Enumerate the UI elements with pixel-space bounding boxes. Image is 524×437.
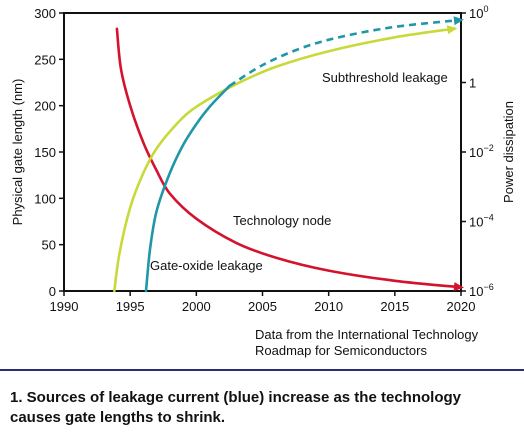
x-tick-label: 2010 xyxy=(314,299,343,314)
y2-tick-label: 1 xyxy=(469,76,476,91)
gate-oxide-leakage-projected-line xyxy=(228,18,462,88)
y-tick-label: 50 xyxy=(42,238,56,253)
y-axis-label: Physical gate length (nm) xyxy=(10,79,25,226)
y2-axis-label: Power dissipation xyxy=(501,101,516,203)
y2-tick-label: 100 xyxy=(469,4,488,21)
y-tick-label: 100 xyxy=(34,191,56,206)
gate-oxide-leakage-line xyxy=(144,84,231,293)
y-tick-label: 150 xyxy=(34,145,56,160)
technology-node-annotation: Technology node xyxy=(233,213,331,228)
y-tick-label: 250 xyxy=(34,52,56,67)
gate-oxide-annotation: Gate-oxide leakage xyxy=(150,258,263,273)
y2-tick-label: 10−4 xyxy=(469,213,494,230)
subthreshold-leakage-arrowhead xyxy=(446,25,458,35)
caption-divider xyxy=(0,369,524,371)
x-tick-label: 1990 xyxy=(50,299,79,314)
y-tick-label: 200 xyxy=(34,99,56,114)
source-note: Data from the International Technology R… xyxy=(255,327,479,358)
y2-tick-label: 10−2 xyxy=(469,143,494,160)
subthreshold-leakage-line xyxy=(113,27,456,293)
y2-tick-label: 10−6 xyxy=(469,282,494,299)
x-tick-label: 2005 xyxy=(248,299,277,314)
figure-caption: 1. Sources of leakage current (blue) inc… xyxy=(10,389,461,426)
technology-node-line xyxy=(115,27,463,289)
subthreshold-annotation: Subthreshold leakage xyxy=(322,70,448,85)
x-tick-label: 2020 xyxy=(447,299,476,314)
gate-oxide-leakage-arrowhead xyxy=(453,16,464,26)
technology-node-arrowhead xyxy=(453,282,464,292)
x-tick-label: 2000 xyxy=(182,299,211,314)
x-tick-label: 1995 xyxy=(116,299,145,314)
y-tick-label: 300 xyxy=(34,6,56,21)
x-tick-label: 2015 xyxy=(380,299,409,314)
plot-frame xyxy=(63,12,462,292)
y-tick-label: 0 xyxy=(49,284,56,299)
